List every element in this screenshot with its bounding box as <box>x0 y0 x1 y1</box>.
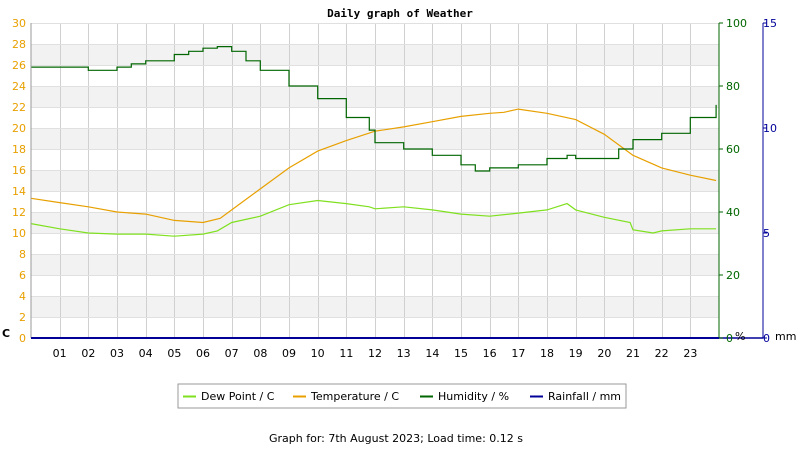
percent-tick-label: 20 <box>726 269 740 282</box>
percent-tick-label: 40 <box>726 206 740 219</box>
legend-label-2: Humidity / % <box>438 390 509 403</box>
x-tick-label: 21 <box>626 347 640 360</box>
chart-title: Daily graph of Weather <box>327 7 473 20</box>
x-tick-label: 05 <box>167 347 181 360</box>
x-tick-label: 07 <box>225 347 239 360</box>
x-tick-label: 03 <box>110 347 124 360</box>
legend-label-0: Dew Point / C <box>201 390 275 403</box>
series-line-2 <box>31 45 717 172</box>
x-tick-label: 16 <box>483 347 497 360</box>
celsius-tick-label: 22 <box>12 101 26 114</box>
celsius-tick-label: 2 <box>19 311 26 324</box>
mm-tick-label: 15 <box>763 17 777 30</box>
x-tick-label: 13 <box>397 347 411 360</box>
celsius-tick-label: 20 <box>12 122 26 135</box>
celsius-tick-label: 8 <box>19 248 26 261</box>
mm-tick-label: 0 <box>763 332 770 345</box>
legend: Dew Point / C Temperature / C Humidity / %… <box>177 383 627 409</box>
x-tick-label: 04 <box>139 347 153 360</box>
percent-tick-label: 0 <box>726 332 733 345</box>
mm-tick-label: 5 <box>763 227 770 240</box>
graph-footer: Graph for: 7th August 2023; Load time: 0… <box>269 432 523 445</box>
legend-label-1: Temperature / C <box>310 390 399 403</box>
percent-tick-label: 100 <box>726 17 747 30</box>
x-tick-label: 17 <box>511 347 525 360</box>
x-tick-label: 12 <box>368 347 382 360</box>
tick-labels: 0246810121416182022242628300204060801000… <box>12 17 777 360</box>
x-tick-label: 02 <box>81 347 95 360</box>
celsius-tick-label: 14 <box>12 185 26 198</box>
celsius-tick-label: 6 <box>19 269 26 282</box>
percent-tick-label: 60 <box>726 143 740 156</box>
celsius-tick-label: 28 <box>12 38 26 51</box>
celsius-tick-label: 26 <box>12 59 26 72</box>
mm-tick-label: 10 <box>763 122 777 135</box>
x-tick-label: 18 <box>540 347 554 360</box>
x-tick-label: 11 <box>339 347 353 360</box>
celsius-tick-label: 4 <box>19 290 26 303</box>
x-tick-label: 06 <box>196 347 210 360</box>
x-tick-label: 01 <box>53 347 67 360</box>
x-tick-label: 08 <box>253 347 267 360</box>
percent-axis-label: % <box>735 330 745 343</box>
celsius-tick-label: 12 <box>12 206 26 219</box>
celsius-tick-label: 0 <box>19 332 26 345</box>
celsius-tick-label: 18 <box>12 143 26 156</box>
x-tick-label: 09 <box>282 347 296 360</box>
celsius-tick-label: 24 <box>12 80 26 93</box>
x-tick-label: 23 <box>683 347 697 360</box>
percent-tick-label: 80 <box>726 80 740 93</box>
axes <box>30 22 767 339</box>
legend-label-3: Rainfall / mm <box>548 390 621 403</box>
x-tick-label: 10 <box>311 347 325 360</box>
celsius-tick-label: 10 <box>12 227 26 240</box>
celsius-tick-label: 16 <box>12 164 26 177</box>
x-tick-label: 15 <box>454 347 468 360</box>
legend-box <box>177 383 627 409</box>
mm-axis-label: mm <box>775 330 796 343</box>
series-line-0 <box>30 199 717 237</box>
celsius-tick-label: 30 <box>12 17 26 30</box>
x-tick-label: 14 <box>425 347 439 360</box>
x-tick-label: 20 <box>597 347 611 360</box>
x-tick-label: 22 <box>655 347 669 360</box>
celsius-axis-label: C <box>2 327 10 340</box>
x-tick-label: 19 <box>569 347 583 360</box>
